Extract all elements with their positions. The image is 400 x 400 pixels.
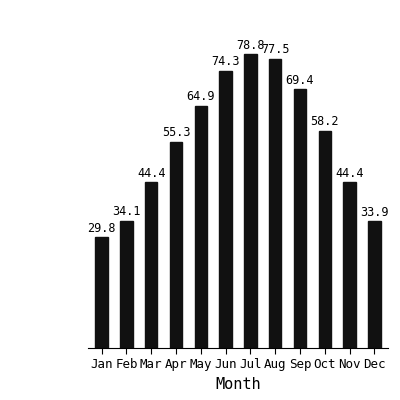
Text: 58.2: 58.2 [310, 116, 339, 128]
Text: 77.5: 77.5 [261, 44, 290, 56]
Text: 74.3: 74.3 [211, 55, 240, 68]
Bar [220, 71, 232, 348]
Bar [368, 222, 380, 348]
Bar [318, 131, 331, 348]
Text: 44.4: 44.4 [137, 167, 166, 180]
Text: 69.4: 69.4 [286, 74, 314, 87]
X-axis label: Month: Month [215, 377, 261, 392]
Text: 64.9: 64.9 [186, 90, 215, 104]
Text: 29.8: 29.8 [87, 222, 116, 234]
Bar [195, 106, 207, 348]
Text: 55.3: 55.3 [162, 126, 190, 139]
Bar [120, 221, 133, 348]
Bar [269, 59, 281, 348]
Text: 44.4: 44.4 [335, 167, 364, 180]
Bar [294, 89, 306, 348]
Bar [244, 54, 256, 348]
Bar [96, 237, 108, 348]
Text: 33.9: 33.9 [360, 206, 389, 219]
Bar [170, 142, 182, 348]
Text: 78.8: 78.8 [236, 38, 265, 52]
Text: 34.1: 34.1 [112, 206, 141, 218]
Bar [343, 182, 356, 348]
Bar [145, 182, 158, 348]
